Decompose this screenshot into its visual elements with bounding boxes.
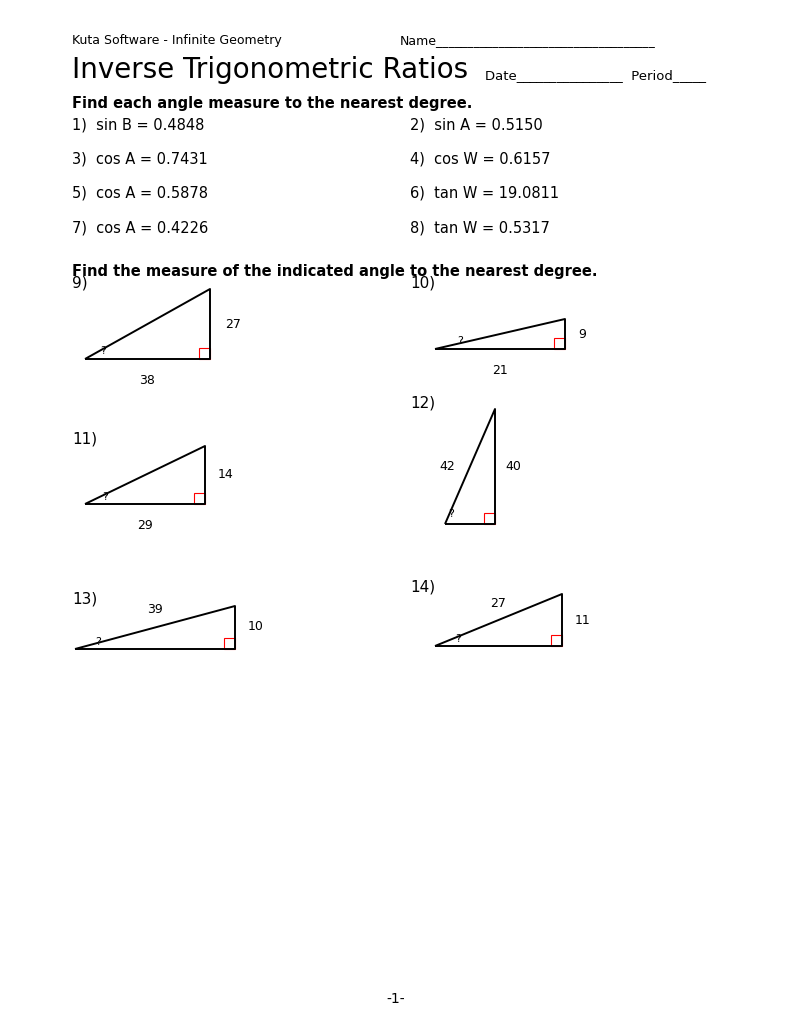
Text: 29: 29 <box>137 519 153 532</box>
Text: 40: 40 <box>505 460 521 472</box>
Text: 13): 13) <box>72 592 97 607</box>
Text: ?: ? <box>448 509 454 519</box>
Text: ?: ? <box>100 346 106 356</box>
Text: ?: ? <box>102 492 108 502</box>
Text: 1)  sin B = 0.4848: 1) sin B = 0.4848 <box>72 118 204 133</box>
Text: 6)  tan W = 19.0811: 6) tan W = 19.0811 <box>410 186 559 201</box>
Bar <box>199 348 210 359</box>
Text: 11: 11 <box>575 613 591 627</box>
Text: 12): 12) <box>410 396 435 411</box>
Text: 2)  sin A = 0.5150: 2) sin A = 0.5150 <box>410 118 543 133</box>
Text: Inverse Trigonometric Ratios: Inverse Trigonometric Ratios <box>72 56 468 84</box>
Text: Find the measure of the indicated angle to the nearest degree.: Find the measure of the indicated angle … <box>72 264 597 279</box>
Text: Kuta Software - Infinite Geometry: Kuta Software - Infinite Geometry <box>72 34 282 47</box>
Text: 8)  tan W = 0.5317: 8) tan W = 0.5317 <box>410 220 550 234</box>
Text: 27: 27 <box>490 597 506 610</box>
Text: 5)  cos A = 0.5878: 5) cos A = 0.5878 <box>72 186 208 201</box>
Text: 10: 10 <box>248 621 264 634</box>
Bar <box>551 635 562 646</box>
Text: ?: ? <box>95 637 101 647</box>
Text: 3)  cos A = 0.7431: 3) cos A = 0.7431 <box>72 152 208 167</box>
Text: -1-: -1- <box>386 992 405 1006</box>
Text: 9: 9 <box>578 328 586 341</box>
Text: 7)  cos A = 0.4226: 7) cos A = 0.4226 <box>72 220 208 234</box>
Text: 10): 10) <box>410 276 435 291</box>
Text: 9): 9) <box>72 276 88 291</box>
Text: 14): 14) <box>410 580 435 595</box>
Text: 21: 21 <box>492 364 508 377</box>
Bar <box>554 338 565 349</box>
Text: Find each angle measure to the nearest degree.: Find each angle measure to the nearest d… <box>72 96 472 111</box>
Text: Name___________________________________: Name___________________________________ <box>400 34 656 47</box>
Bar <box>224 638 235 649</box>
Text: 4)  cos W = 0.6157: 4) cos W = 0.6157 <box>410 152 551 167</box>
Text: 27: 27 <box>225 317 241 331</box>
Bar <box>484 513 495 524</box>
Bar <box>194 493 205 504</box>
Text: 39: 39 <box>147 603 163 616</box>
Text: 42: 42 <box>439 460 455 472</box>
Text: 38: 38 <box>139 374 155 387</box>
Text: Date________________  Period_____: Date________________ Period_____ <box>485 69 706 82</box>
Text: 11): 11) <box>72 432 97 447</box>
Text: 14: 14 <box>218 469 234 481</box>
Text: ?: ? <box>455 634 461 644</box>
Text: ?: ? <box>457 336 463 346</box>
